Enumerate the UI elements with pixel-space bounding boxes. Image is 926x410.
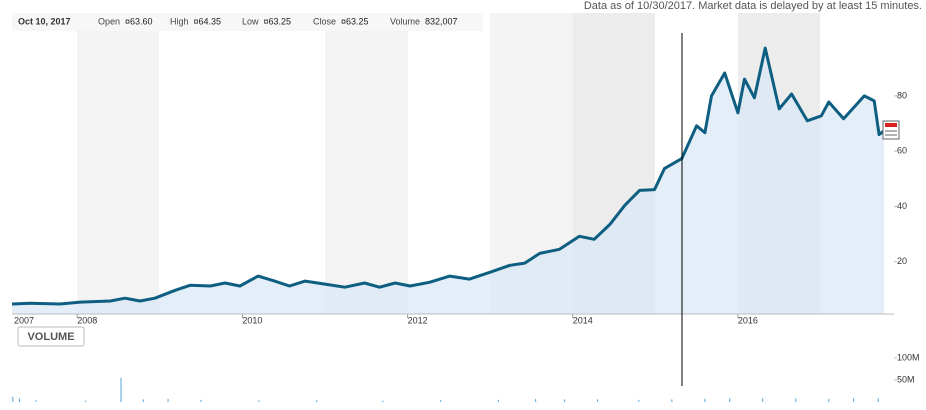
volume-bar xyxy=(12,396,14,402)
y-tick-label: 50M xyxy=(897,374,915,384)
volume-button-label[interactable]: VOLUME xyxy=(27,331,74,343)
quote-value: ¤63.25 xyxy=(264,16,292,26)
price-chart: 20 40 60 80 2007 2008 2010 2012 2014 2016 xyxy=(11,46,907,325)
volume-bar xyxy=(795,398,797,402)
volume-bar xyxy=(167,398,169,402)
volume-bar xyxy=(200,399,202,402)
volume-bar xyxy=(828,398,830,402)
x-tick-label: 2014 xyxy=(573,315,593,325)
quote-label: Volume xyxy=(390,16,420,26)
y-tick-label: 40 xyxy=(897,201,907,211)
x-tick-label: 2012 xyxy=(408,315,428,325)
volume-bar xyxy=(18,398,21,402)
volume-bar xyxy=(258,400,260,402)
x-tick-label: 2010 xyxy=(242,315,262,325)
volume-bar xyxy=(762,398,764,402)
x-tick-label: 2007 xyxy=(14,315,34,325)
volume-bar xyxy=(497,399,500,402)
volume-bar xyxy=(534,398,537,402)
legend-icon-flag xyxy=(885,123,897,127)
volume-bar xyxy=(440,400,442,402)
quote-label: Close xyxy=(313,16,336,26)
volume-bar xyxy=(35,400,37,402)
area-fill xyxy=(12,48,885,314)
volume-bar xyxy=(704,398,706,402)
year-band xyxy=(77,13,159,313)
quote-value: ¤63.25 xyxy=(341,16,369,26)
volume-button[interactable] xyxy=(17,326,85,347)
volume-bar xyxy=(563,399,566,402)
quote-value: ¤64.35 xyxy=(194,16,222,26)
volume-bar xyxy=(671,399,673,402)
volume-bar xyxy=(596,399,599,402)
volume-chart: 50M 100M xyxy=(12,352,920,402)
notice: Data as of 10/30/2017. Market data is de… xyxy=(584,0,922,12)
quote-date: Oct 10, 2017 xyxy=(18,16,71,26)
x-tick-label: 2008 xyxy=(77,315,97,325)
volume-bar xyxy=(852,398,855,402)
volume-bar xyxy=(120,377,122,402)
y-tick-label: 100M xyxy=(897,352,920,362)
y-tick-label: 20 xyxy=(897,256,907,266)
volume-bar xyxy=(382,400,384,402)
volume-bar xyxy=(729,398,731,402)
quote-value: 832,007 xyxy=(425,16,458,26)
x-tick-label: 2016 xyxy=(738,315,758,325)
year-band xyxy=(325,13,408,313)
quote-bar xyxy=(12,13,483,31)
quote-fields: Open ¤63.60 High ¤64.35 Low ¤63.25 Close ¤63.25… xyxy=(98,16,458,26)
y-tick-label: 60 xyxy=(897,146,907,156)
quote-value: ¤63.60 xyxy=(125,16,153,26)
volume-bar xyxy=(316,400,318,402)
volume-bar xyxy=(877,398,879,402)
volume-bar xyxy=(638,399,640,402)
quote-label: Open xyxy=(98,16,120,26)
price-line xyxy=(11,46,886,306)
y-tick-label: 80 xyxy=(897,90,907,100)
quote-label: High xyxy=(170,16,189,26)
volume-bar xyxy=(142,399,144,402)
volume-bar xyxy=(84,400,87,402)
quote-label: Low xyxy=(242,16,259,26)
